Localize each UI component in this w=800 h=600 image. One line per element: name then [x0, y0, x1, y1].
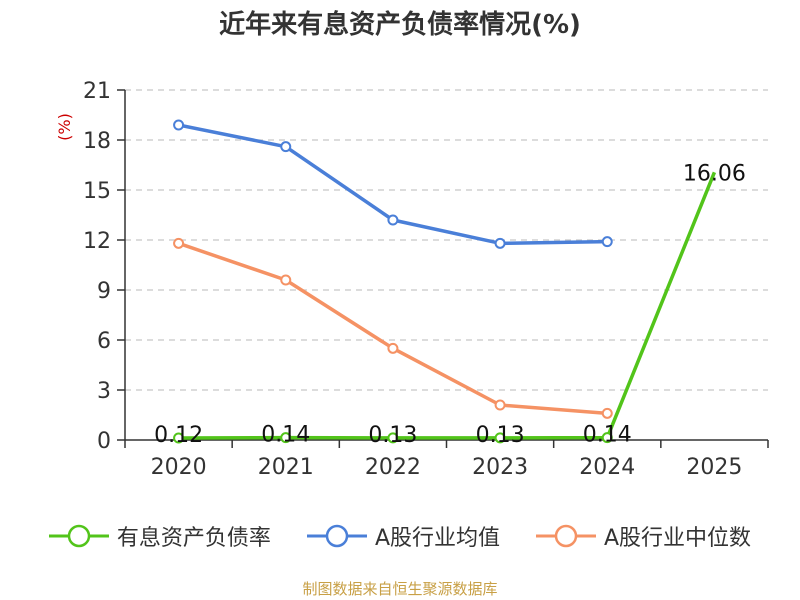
series-line-1 [178, 123, 608, 246]
series-line-0 [178, 171, 717, 440]
legend-swatch [536, 524, 596, 548]
y-tick-label: 3 [97, 379, 111, 404]
legend-item[interactable]: 有息资产负债率 [48, 520, 271, 552]
series-point [173, 237, 185, 249]
series-point [494, 399, 506, 411]
x-tick-label: 2022 [365, 455, 421, 480]
series-point [494, 432, 506, 444]
y-tick-label: 0 [97, 429, 111, 454]
legend: 有息资产负债率 A股行业均值 A股行业中位数 [0, 520, 800, 552]
grid-lines [125, 89, 768, 391]
axes [117, 89, 769, 448]
series-point [173, 432, 185, 444]
series-point [280, 432, 292, 444]
y-tick-label: 18 [83, 129, 111, 154]
data-label: 0.14 [583, 423, 632, 448]
legend-label: 有息资产负债率 [116, 526, 271, 551]
y-tick-label: 12 [83, 229, 111, 254]
y-axis-label: (%) [55, 113, 74, 141]
legend-label: A股行业均值 [374, 526, 500, 551]
series-point [494, 237, 506, 249]
legend-item[interactable]: A股行业均值 [306, 520, 500, 552]
data-label: 0.13 [368, 423, 417, 448]
series-point [601, 236, 613, 248]
legend-item[interactable]: A股行业中位数 [536, 520, 751, 552]
x-tick-label: 2024 [579, 455, 635, 480]
data-label: 0.13 [476, 423, 525, 448]
y-tick-label: 6 [97, 329, 111, 354]
y-tick-labels: 0 3 6 9 12 15 18 21 [83, 79, 111, 454]
series-point [601, 407, 613, 419]
series-point [387, 432, 399, 444]
legend-swatch [306, 524, 367, 548]
x-tick-label: 2025 [686, 455, 742, 480]
series-point [280, 274, 292, 286]
data-labels: 0.12 0.14 0.13 0.13 0.14 16.06 [154, 161, 746, 448]
y-tick-label: 9 [97, 279, 111, 304]
x-tick-label: 2021 [258, 455, 314, 480]
y-tick-label: 21 [83, 79, 111, 104]
x-tick-labels: 2020 2021 2022 2023 2024 2025 [151, 455, 743, 480]
series-point [387, 342, 399, 354]
series-point [173, 119, 185, 131]
source-note: 制图数据来自恒生聚源数据库 [302, 580, 498, 598]
data-label: 0.14 [261, 423, 310, 448]
chart-title: 近年来有息资产负债率情况(%) [219, 10, 581, 40]
x-tick-label: 2023 [472, 455, 528, 480]
series-line-2 [178, 241, 608, 416]
data-label: 16.06 [683, 161, 746, 186]
series-lines [173, 119, 717, 444]
x-tick-label: 2020 [151, 455, 207, 480]
series-point [387, 214, 399, 226]
series-point [601, 432, 613, 444]
legend-label: A股行业中位数 [604, 526, 752, 551]
data-label: 0.12 [154, 423, 203, 448]
y-tick-label: 15 [83, 179, 111, 204]
legend-swatch [48, 524, 109, 548]
series-point [280, 141, 292, 153]
